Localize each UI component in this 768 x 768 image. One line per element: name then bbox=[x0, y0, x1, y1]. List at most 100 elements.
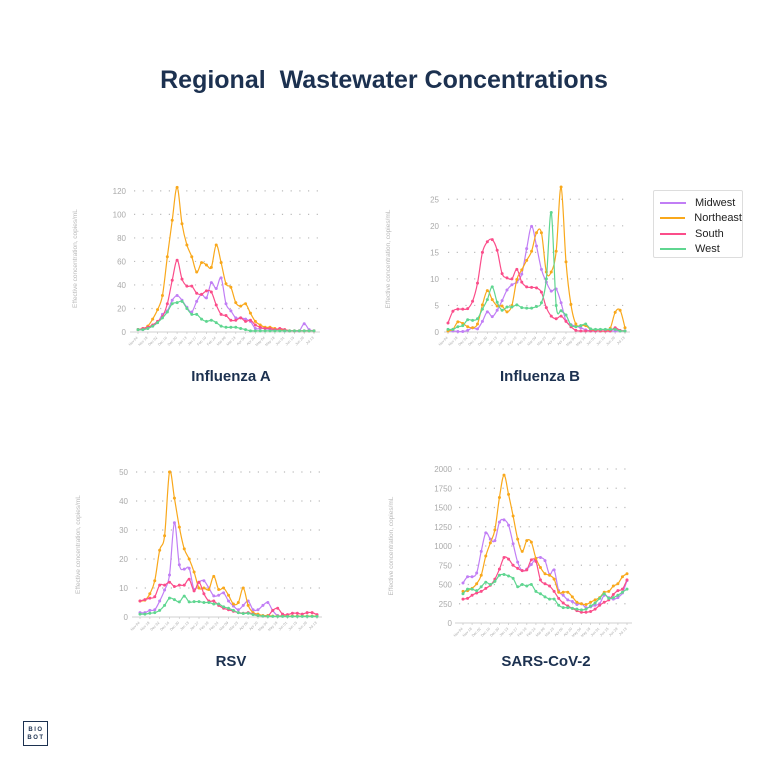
x-tick-label: May 04 bbox=[255, 336, 266, 347]
data-point-south bbox=[520, 280, 524, 284]
data-point-west bbox=[566, 606, 570, 610]
data-point-west bbox=[251, 613, 255, 617]
data-point-midwest bbox=[466, 575, 470, 579]
data-point-northeast bbox=[564, 260, 568, 264]
data-point-midwest bbox=[222, 591, 226, 595]
legend-item-northeast[interactable]: Northeast bbox=[660, 211, 742, 227]
data-point-south bbox=[310, 611, 314, 615]
x-tick-label: Apr 20 bbox=[556, 336, 566, 346]
x-tick-label: Jul 13 bbox=[308, 621, 318, 631]
data-point-northeast bbox=[534, 556, 538, 560]
legend-item-south[interactable]: South bbox=[660, 226, 742, 242]
x-tick-label: Dec 30 bbox=[489, 627, 500, 638]
data-point-west bbox=[310, 614, 314, 618]
legend-item-west[interactable]: West bbox=[660, 242, 742, 258]
data-point-northeast bbox=[561, 590, 565, 594]
legend-label: Midwest bbox=[695, 196, 736, 209]
data-point-west bbox=[616, 593, 620, 597]
data-point-west bbox=[611, 596, 615, 600]
data-point-northeast bbox=[480, 303, 484, 307]
data-point-west bbox=[209, 318, 213, 322]
data-point-northeast bbox=[209, 265, 213, 269]
x-tick-label: Jun 15 bbox=[599, 627, 609, 637]
data-point-northeast bbox=[195, 270, 199, 274]
data-point-west bbox=[197, 600, 201, 604]
data-point-northeast bbox=[620, 575, 624, 579]
x-tick-label: Apr 06 bbox=[547, 336, 557, 346]
data-point-northeast bbox=[158, 548, 162, 552]
data-point-west bbox=[153, 611, 157, 615]
data-point-south bbox=[476, 281, 479, 285]
data-point-northeast bbox=[569, 302, 573, 306]
data-point-northeast bbox=[539, 231, 543, 235]
x-tick-label: Dec 16 bbox=[159, 621, 170, 632]
data-point-northeast bbox=[529, 540, 533, 544]
data-point-northeast bbox=[172, 496, 176, 500]
data-point-midwest bbox=[579, 326, 583, 330]
data-point-west bbox=[544, 277, 548, 281]
data-point-south bbox=[593, 607, 597, 611]
data-point-northeast bbox=[479, 573, 483, 577]
x-tick-label: May 04 bbox=[571, 627, 582, 638]
data-point-northeast bbox=[507, 492, 511, 496]
data-point-south bbox=[529, 558, 533, 562]
data-point-west bbox=[620, 590, 624, 594]
data-point-west bbox=[236, 611, 240, 615]
y-tick-label: 100 bbox=[113, 210, 127, 219]
data-point-west bbox=[234, 325, 238, 329]
data-point-west bbox=[598, 596, 602, 600]
data-point-northeast bbox=[520, 268, 524, 272]
x-tick-label: Nov 04 bbox=[453, 627, 464, 638]
data-point-south bbox=[263, 326, 267, 330]
data-point-south bbox=[446, 321, 450, 325]
data-point-northeast bbox=[589, 600, 593, 604]
data-point-west bbox=[574, 325, 578, 329]
data-point-south bbox=[505, 276, 509, 280]
data-point-west bbox=[470, 587, 474, 591]
data-point-west bbox=[584, 607, 588, 611]
series-line-northeast bbox=[137, 186, 314, 332]
data-point-midwest bbox=[195, 299, 199, 303]
legend-item-midwest[interactable]: Midwest bbox=[660, 195, 742, 211]
x-tick-label: Jan 13 bbox=[179, 621, 189, 631]
data-point-south bbox=[539, 290, 543, 294]
data-point-south bbox=[175, 258, 179, 262]
chart-title-influenza-b: Influenza B bbox=[499, 368, 580, 385]
data-point-south bbox=[480, 250, 484, 254]
data-point-west bbox=[520, 306, 524, 310]
data-point-midwest bbox=[251, 608, 255, 612]
data-point-west bbox=[273, 329, 277, 333]
y-tick-label: 10 bbox=[119, 584, 128, 593]
y-tick-label: 750 bbox=[439, 561, 453, 570]
data-point-northeast bbox=[490, 298, 494, 302]
data-point-west bbox=[281, 614, 285, 618]
data-point-south bbox=[212, 599, 216, 603]
y-axis-title: Effective concentration, copies/mL bbox=[385, 209, 392, 308]
data-point-south bbox=[180, 277, 184, 281]
x-tick-label: Apr 06 bbox=[554, 627, 564, 637]
biobot-logo: BIO BOT bbox=[23, 721, 48, 746]
data-point-northeast bbox=[543, 572, 547, 576]
data-point-west bbox=[158, 608, 162, 612]
data-point-south bbox=[559, 314, 563, 318]
data-point-midwest bbox=[505, 288, 509, 292]
data-point-west bbox=[488, 583, 492, 586]
data-point-northeast bbox=[584, 603, 588, 607]
data-point-west bbox=[456, 325, 460, 329]
data-point-west bbox=[535, 305, 538, 309]
data-point-west bbox=[307, 329, 311, 333]
x-tick-label: Apr 20 bbox=[563, 627, 573, 637]
data-point-northeast bbox=[156, 308, 160, 312]
data-point-south bbox=[290, 611, 294, 615]
data-point-west bbox=[192, 600, 196, 604]
data-point-south bbox=[554, 317, 558, 321]
data-point-midwest bbox=[229, 309, 233, 313]
x-tick-label: Nov 18 bbox=[140, 621, 151, 632]
data-point-west bbox=[594, 327, 597, 331]
data-point-west bbox=[618, 329, 622, 333]
data-point-northeast bbox=[579, 602, 583, 606]
data-point-northeast bbox=[180, 222, 184, 226]
data-point-west bbox=[510, 305, 514, 309]
data-point-south bbox=[589, 329, 593, 333]
